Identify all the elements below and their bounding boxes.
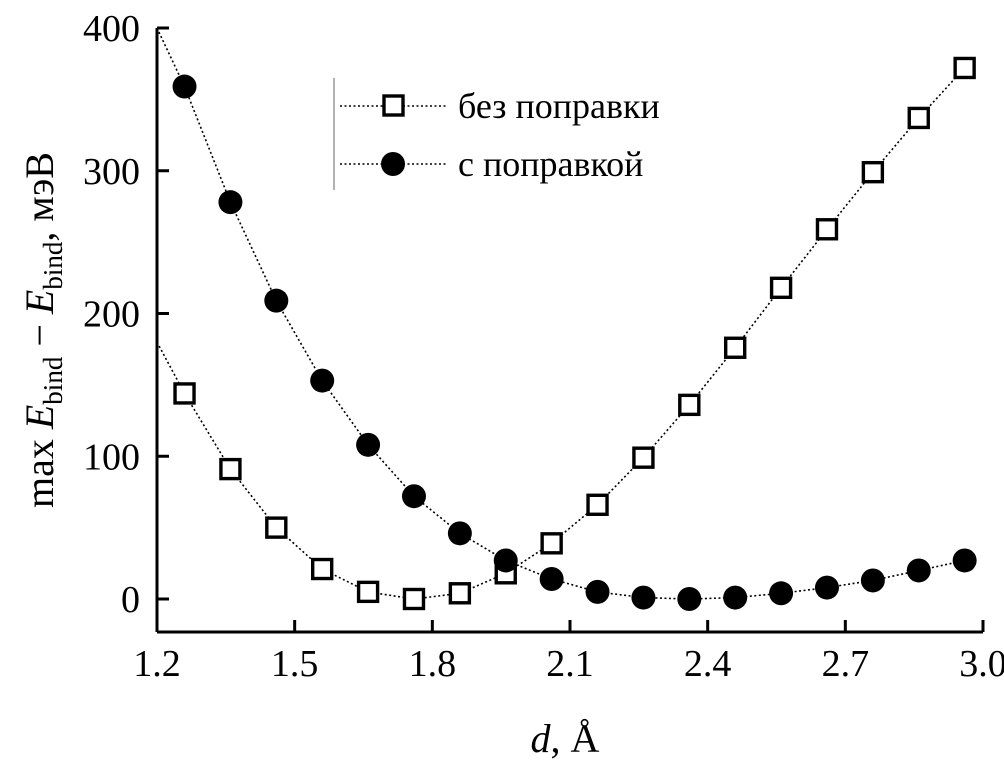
data-point-circle	[172, 74, 197, 99]
plot-area	[156, 27, 977, 611]
data-point-circle	[723, 585, 748, 610]
data-point-square	[678, 393, 701, 417]
legend-marker-filled-circle	[381, 152, 405, 176]
y-axis-title: max Ebind − Ebind, мэВ	[17, 152, 68, 508]
y-tick-label: 300	[83, 151, 140, 193]
x-ticks: 1.2 1.5 1.8 2.1 2.4 2.7 3.0	[133, 620, 1004, 685]
data-point-square	[861, 160, 885, 184]
legend-label-1: без поправки	[458, 86, 660, 126]
data-point-square	[356, 580, 380, 604]
data-point-square	[815, 218, 839, 241]
data-point-square	[540, 532, 563, 555]
data-point-circle	[769, 581, 794, 606]
legend: без поправки с поправкой	[333, 78, 660, 190]
x-tick-label: 2.7	[822, 643, 870, 685]
data-point-circle	[952, 548, 977, 573]
data-point-square	[586, 493, 609, 516]
data-point-circle	[310, 368, 335, 393]
data-point-circle	[814, 575, 839, 600]
series-layer	[156, 27, 977, 611]
data-point-circle	[631, 585, 656, 610]
data-point-square	[907, 106, 930, 130]
x-tick-label: 2.1	[546, 643, 594, 685]
x-tick-label: 1.8	[409, 643, 457, 685]
data-point-circle	[860, 568, 885, 593]
data-point-square	[311, 557, 334, 581]
x-tick-label: 3.0	[959, 643, 1004, 685]
data-point-circle	[493, 548, 518, 573]
data-point-square	[402, 587, 426, 611]
y-tick-label: 0	[121, 579, 140, 621]
x-tick-label: 1.2	[133, 643, 181, 685]
legend-item-2: с поправкой	[340, 144, 643, 184]
data-point-square	[448, 582, 472, 605]
data-point-circle	[401, 484, 426, 509]
x-tick-label: 2.4	[684, 643, 732, 685]
data-point-circle	[447, 521, 472, 546]
y-tick-label: 200	[83, 294, 140, 336]
x-tick-label: 1.5	[271, 643, 319, 685]
x-axis-title: d, Å	[531, 716, 600, 761]
data-point-circle	[585, 579, 610, 604]
data-point-square	[953, 56, 976, 80]
data-point-circle	[218, 190, 243, 215]
legend-marker-open-square	[382, 94, 405, 117]
data-point-circle	[356, 432, 381, 457]
y-tick-label: 400	[83, 8, 140, 50]
legend-item-1: без поправки	[340, 86, 660, 126]
data-point-circle	[539, 567, 564, 592]
data-point-circle	[264, 288, 289, 313]
data-point-circle	[906, 558, 931, 583]
data-point-square	[769, 276, 793, 300]
data-point-square	[724, 336, 747, 359]
y-tick-label: 100	[83, 436, 140, 478]
data-point-circle	[677, 587, 702, 611]
data-point-square	[173, 382, 196, 405]
data-point-square	[219, 457, 242, 481]
y-ticks: 0 100 200 300 400	[83, 8, 169, 621]
data-point-square	[265, 516, 288, 539]
legend-label-2: с поправкой	[458, 144, 643, 184]
data-point-square	[632, 446, 655, 469]
